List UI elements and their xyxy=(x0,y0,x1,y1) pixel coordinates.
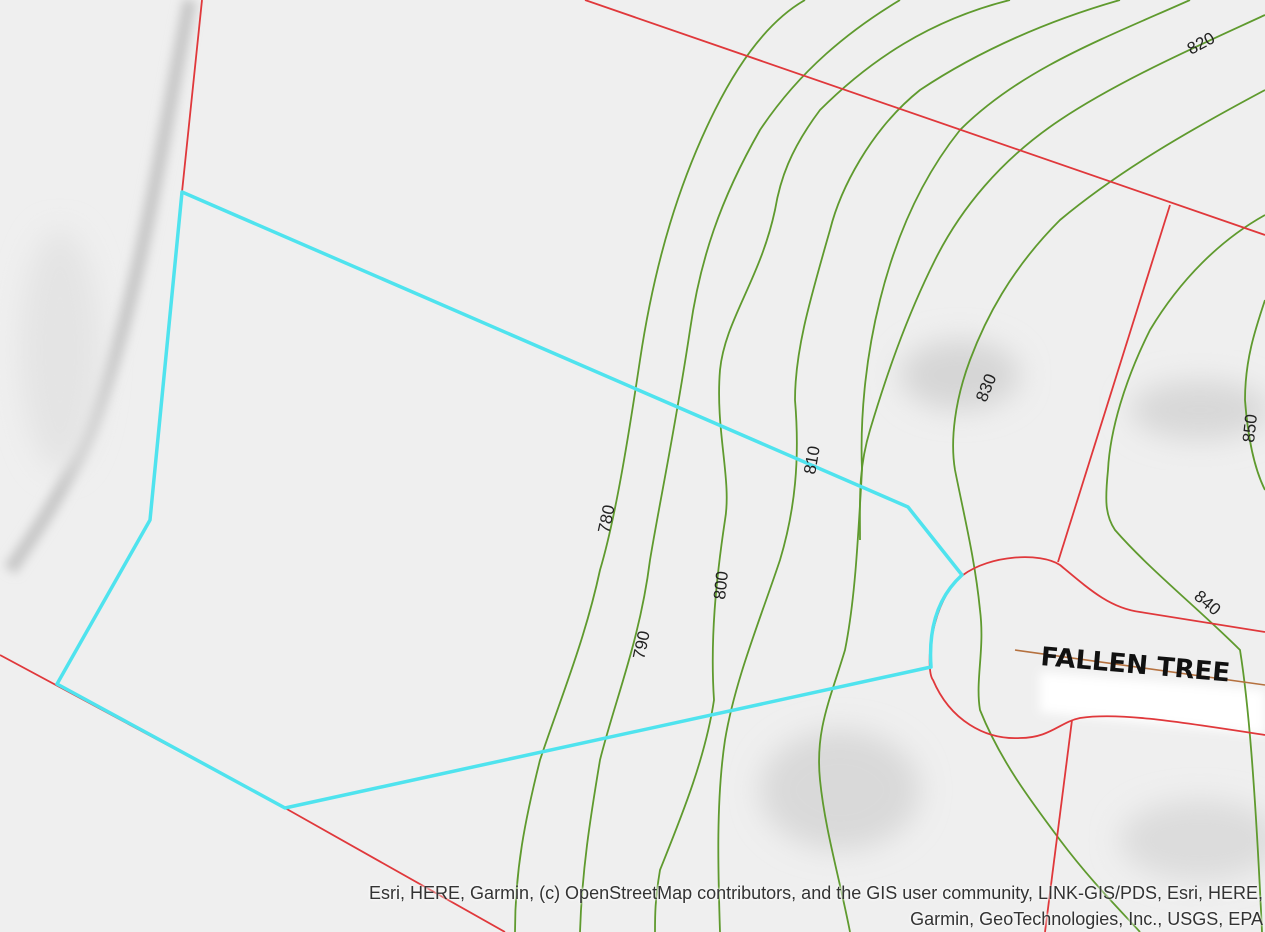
contour-780 xyxy=(514,0,806,932)
contour-790 xyxy=(579,0,901,932)
basemap-hillshade xyxy=(4,0,1265,880)
selected-parcel-outline[interactable] xyxy=(55,190,964,810)
contour-850 xyxy=(1244,299,1265,491)
contour-label-850: 850 xyxy=(1239,413,1261,443)
contour-820 xyxy=(858,14,1265,541)
contour-label-780: 780 xyxy=(594,503,618,535)
contour-lines xyxy=(514,0,1265,932)
contour-830 xyxy=(952,89,1265,932)
road-centerline xyxy=(1014,649,1265,686)
contour-label-790: 790 xyxy=(629,629,653,661)
contour-815 xyxy=(818,0,1191,932)
contour-labels: 780 790 800 810 820 830 840 850 xyxy=(594,28,1261,660)
map-attribution: Esri, HERE, Garmin, (c) OpenStreetMap co… xyxy=(369,880,1263,932)
road-fallen-tree xyxy=(1040,672,1265,735)
contour-label-800: 800 xyxy=(710,570,732,600)
contour-label-820: 820 xyxy=(1184,28,1218,58)
contour-label-810: 810 xyxy=(800,444,824,475)
contour-800 xyxy=(654,0,1011,932)
contour-840 xyxy=(1105,214,1265,932)
attribution-line-2: Garmin, GeoTechnologies, Inc., USGS, EPA xyxy=(910,909,1263,929)
attribution-line-1: Esri, HERE, Garmin, (c) OpenStreetMap co… xyxy=(369,883,1263,903)
contour-label-840: 840 xyxy=(1190,587,1224,620)
contour-810 xyxy=(717,0,1121,932)
